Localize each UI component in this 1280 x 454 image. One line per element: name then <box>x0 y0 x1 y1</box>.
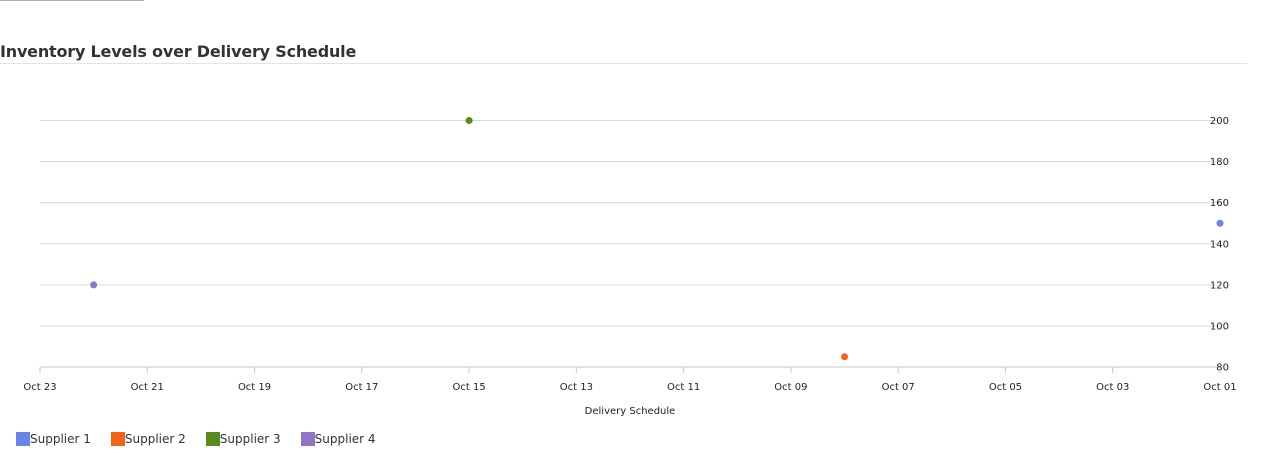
data-point-supplier-1 <box>1216 219 1224 227</box>
title-divider <box>0 63 1247 64</box>
y-tick-label: 120 <box>1210 280 1229 291</box>
x-tick-label: Oct 17 <box>345 382 378 393</box>
x-tick-label: Oct 15 <box>452 382 485 393</box>
x-tick-label: Oct 05 <box>989 382 1022 393</box>
x-tick-label: Oct 19 <box>238 382 271 393</box>
y-tick-label: 100 <box>1210 321 1229 332</box>
x-tick-label: Oct 21 <box>131 382 164 393</box>
x-tick-label: Oct 07 <box>882 382 915 393</box>
data-point-supplier-4 <box>90 281 98 289</box>
legend-item-supplier-3[interactable]: Supplier 3 <box>205 432 281 446</box>
legend-item-supplier-4[interactable]: Supplier 4 <box>300 432 376 446</box>
y-tick-label: 140 <box>1210 239 1229 250</box>
x-tick-label: Oct 09 <box>774 382 807 393</box>
x-axis-title: Delivery Schedule <box>585 406 676 417</box>
legend-swatch <box>16 432 30 446</box>
top-divider <box>0 0 144 1</box>
y-tick-label: 180 <box>1210 157 1229 168</box>
x-tick-label: Oct 23 <box>23 382 56 393</box>
x-tick-label: Oct 11 <box>667 382 700 393</box>
scatter-chart: 80 100 120 140 160 180 200 Oct 23 Oct 21 Oct 19 Oc… <box>23 116 1236 417</box>
data-point-supplier-2 <box>841 353 849 361</box>
y-tick-label: 200 <box>1210 116 1229 127</box>
x-tick-label: Oct 13 <box>560 382 593 393</box>
legend-swatch <box>300 432 315 446</box>
y-tick-label: 160 <box>1210 198 1229 209</box>
chart-title: Inventory Levels over Delivery Schedule <box>0 42 357 61</box>
x-tick-label: Oct 03 <box>1096 382 1129 393</box>
x-tick-label: Oct 01 <box>1203 382 1236 393</box>
y-tick-label: 80 <box>1216 363 1229 374</box>
legend-label: Supplier 4 <box>314 432 376 446</box>
legend-label: Supplier 1 <box>30 432 91 446</box>
legend-label: Supplier 3 <box>219 432 281 446</box>
legend: Supplier 1 Supplier 2 Supplier 3 Supplie… <box>16 431 396 447</box>
legend-item-supplier-1[interactable]: Supplier 1 <box>16 432 91 446</box>
data-point-supplier-3 <box>465 117 473 125</box>
legend-item-supplier-2[interactable]: Supplier 2 <box>110 432 186 446</box>
legend-swatch <box>110 432 125 446</box>
legend-swatch <box>205 432 220 446</box>
legend-label: Supplier 2 <box>124 432 186 446</box>
